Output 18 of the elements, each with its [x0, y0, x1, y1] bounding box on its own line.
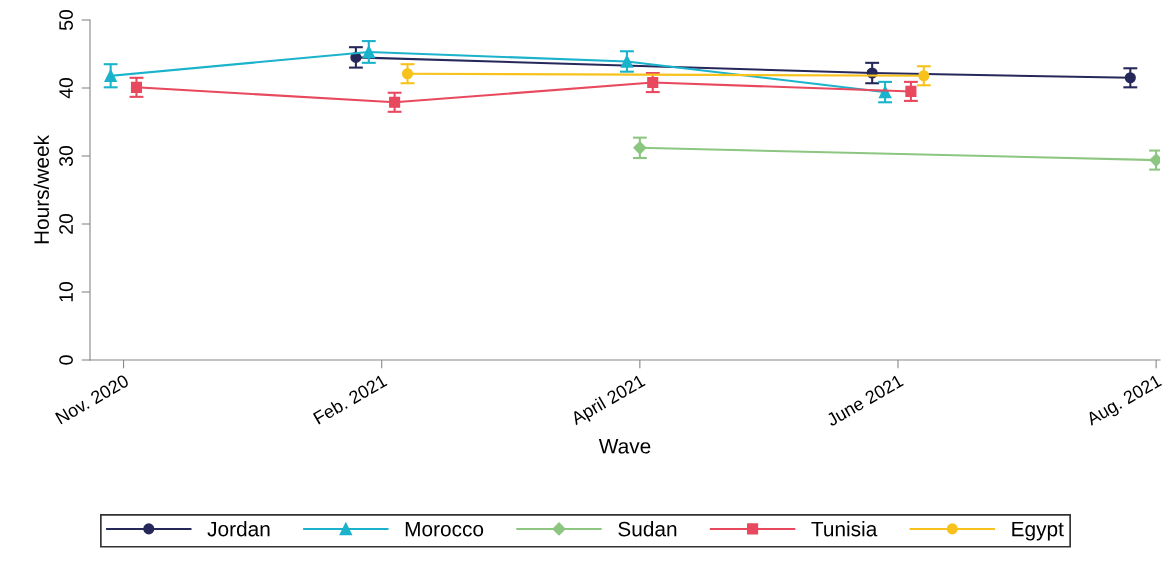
y-tick-label: 30 — [59, 145, 73, 167]
x-tick-label: June 2021 — [825, 374, 904, 427]
y-tick-label: 40 — [59, 77, 73, 99]
x-tick-label: Aug. 2021 — [1085, 374, 1164, 429]
legend-label: Sudan — [618, 521, 677, 537]
legend-label: Tunisia — [811, 521, 878, 537]
y-axis-title: Hours/week — [33, 134, 50, 244]
legend-label: Egypt — [1012, 521, 1064, 541]
y-tick-label: 20 — [59, 213, 73, 234]
x-axis-title: Wave — [598, 439, 651, 454]
x-tick-label: April 2021 — [569, 373, 648, 429]
y-tick-label: 50 — [59, 9, 73, 31]
legend-label: Jordan — [207, 521, 270, 537]
y-tick-label: 0 — [59, 355, 73, 365]
y-tick-label: 10 — [59, 281, 73, 302]
x-tick-label: Feb. 2021 — [312, 373, 388, 425]
legend-label: Morocco — [405, 521, 484, 537]
x-tick-label: Nov. 2020 — [54, 373, 130, 425]
